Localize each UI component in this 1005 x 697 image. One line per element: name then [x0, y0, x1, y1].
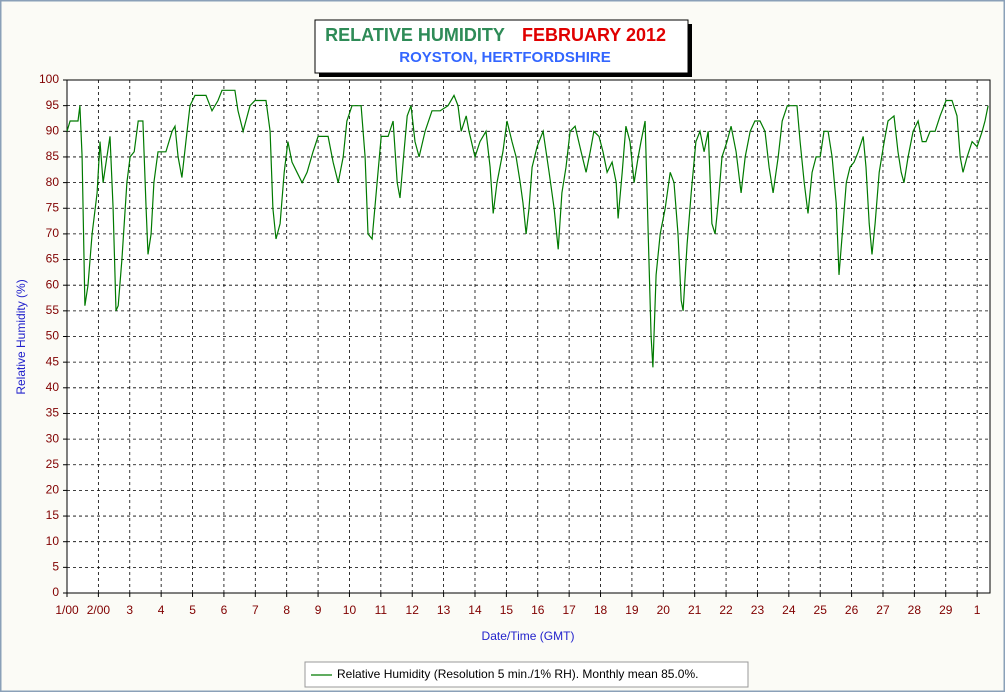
x-tick-label: 14: [468, 603, 482, 617]
y-tick-label: 55: [46, 303, 60, 317]
x-tick-label: 23: [751, 603, 765, 617]
x-tick-label: 24: [782, 603, 796, 617]
y-tick-label: 25: [46, 457, 60, 471]
x-tick-label: 28: [908, 603, 922, 617]
x-tick-label: 15: [500, 603, 514, 617]
y-tick-label: 40: [46, 380, 60, 394]
legend-label: Relative Humidity (Resolution 5 min./1% …: [337, 667, 698, 681]
y-tick-label: 95: [46, 98, 60, 112]
y-tick-label: 60: [46, 277, 60, 291]
x-tick-label: 21: [688, 603, 702, 617]
y-tick-label: 70: [46, 226, 60, 240]
x-tick-label: 16: [531, 603, 545, 617]
x-tick-label: 27: [876, 603, 890, 617]
y-tick-label: 20: [46, 483, 60, 497]
x-tick-label: 2/00: [87, 603, 111, 617]
x-axis-label: Date/Time (GMT): [482, 629, 575, 643]
y-tick-label: 50: [46, 329, 60, 343]
y-tick-label: 80: [46, 175, 60, 189]
chart-subtitle: ROYSTON, HERTFORDSHIRE: [399, 49, 610, 66]
x-tick-label: 22: [719, 603, 733, 617]
y-tick-label: 65: [46, 252, 60, 266]
y-tick-label: 5: [52, 560, 59, 574]
title-box: [314, 19, 689, 74]
y-tick-label: 75: [46, 200, 60, 214]
y-tick-label: 15: [46, 508, 60, 522]
y-tick-label: 85: [46, 149, 60, 163]
x-tick-label: 18: [594, 603, 608, 617]
x-tick-label: 7: [252, 603, 259, 617]
x-tick-label: 10: [343, 603, 357, 617]
x-tick-label: 1: [974, 603, 981, 617]
x-tick-label: 8: [283, 603, 290, 617]
chart-title-date: FEBRUARY 2012: [522, 25, 666, 45]
y-tick-label: 45: [46, 354, 60, 368]
y-tick-label: 35: [46, 406, 60, 420]
legend-box: [304, 661, 749, 688]
x-tick-label: 9: [315, 603, 322, 617]
y-axis-label: Relative Humidity (%): [14, 279, 28, 394]
x-tick-label: 6: [221, 603, 228, 617]
x-tick-label: 26: [845, 603, 859, 617]
y-tick-label: 90: [46, 123, 60, 137]
x-tick-label: 11: [375, 603, 388, 617]
humidity-line: [66, 89, 989, 368]
x-tick-label: 29: [939, 603, 953, 617]
x-tick-label: 3: [126, 603, 133, 617]
x-tick-label: 4: [158, 603, 165, 617]
x-tick-label: 1/00: [55, 603, 79, 617]
x-tick-label: 17: [562, 603, 576, 617]
x-tick-label: 12: [406, 603, 420, 617]
x-tick-label: 25: [814, 603, 828, 617]
y-tick-label: 10: [46, 534, 60, 548]
x-tick-label: 19: [625, 603, 639, 617]
x-tick-label: 13: [437, 603, 451, 617]
chart-title: RELATIVE HUMIDITY: [325, 25, 505, 45]
x-tick-label: 20: [657, 603, 671, 617]
y-tick-label: 30: [46, 431, 60, 445]
x-tick-label: 5: [189, 603, 196, 617]
y-tick-label: 0: [52, 585, 59, 599]
y-tick-label: 100: [39, 72, 59, 86]
